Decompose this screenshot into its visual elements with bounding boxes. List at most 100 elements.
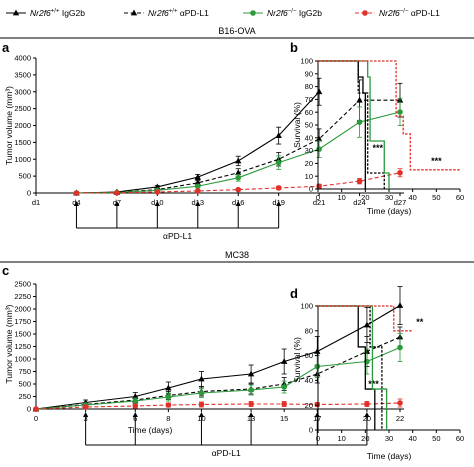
y-tick-label: 70 (305, 95, 313, 104)
treatment-label: αPD-L1 (163, 231, 192, 241)
x-tick-label: d24 (353, 198, 366, 207)
y-tick-label: 0 (27, 189, 31, 198)
x-axis-label: Time (days) (367, 451, 412, 461)
treatment-label: αPD-L1 (212, 448, 241, 458)
y-tick-label: 100 (300, 302, 313, 311)
x-tick-label: 40 (408, 193, 416, 202)
survival-curve-3 (318, 305, 413, 332)
data-point (194, 173, 201, 180)
y-tick-label: 3000 (14, 87, 31, 96)
series-2 (73, 98, 403, 196)
data-point (82, 404, 89, 410)
series-line-0 (35, 305, 401, 410)
data-point (194, 183, 201, 190)
x-tick-label: 22 (396, 414, 404, 423)
legend-marker-0 (12, 9, 20, 16)
series-1 (32, 326, 404, 412)
data-point (356, 96, 363, 103)
y-tick-label: 4000 (14, 54, 31, 63)
y-tick-label: 20 (305, 401, 313, 410)
significance-annotation: *** (431, 156, 442, 166)
y-tick-label: 50 (305, 121, 313, 130)
data-point (314, 401, 321, 408)
y-tick-label: 40 (305, 376, 313, 385)
data-point (248, 401, 254, 407)
data-point (198, 390, 205, 396)
x-tick-label: 40 (408, 434, 416, 443)
series-3 (33, 398, 403, 412)
data-point (314, 363, 321, 370)
series-line-1 (35, 336, 401, 410)
x-tick-label: 60 (456, 193, 464, 202)
data-point (275, 132, 282, 139)
x-tick-label: 8 (166, 414, 170, 423)
x-tick-label: 20 (361, 193, 369, 202)
y-tick-label: 1000 (14, 155, 31, 164)
y-tick-label: 60 (305, 351, 313, 360)
survival-curve-1 (318, 60, 385, 189)
legend-label-2: Nr2f6−/− IgG2b (267, 8, 322, 18)
data-point (165, 394, 172, 400)
data-point (275, 185, 282, 191)
x-tick-label: 10 (337, 193, 345, 202)
data-point (165, 402, 172, 408)
legend-label-treatment-2: IgG2b (296, 8, 322, 18)
legend-label-1: Nr2f6+/+ αPD-L1 (148, 8, 209, 18)
data-point (235, 169, 242, 176)
series-0 (73, 77, 323, 196)
survival-curve-2 (318, 60, 390, 189)
x-tick-label: 0 (34, 414, 38, 423)
legend-label-genotype-0: +/+ (51, 9, 60, 15)
legend-marker-2 (250, 10, 256, 16)
legend-label-gene-2: Nr2f6 (267, 8, 288, 18)
series-line-3 (76, 172, 401, 194)
x-tick-label: d21 (313, 198, 326, 207)
panel-letter: a (2, 40, 10, 55)
y-tick-label: 100 (300, 57, 313, 66)
significance-annotation: *** (372, 143, 383, 153)
legend: Nr2f6 +/+ IgG2b Nr2f6+/+ αPD-L1 Nr2f6−/− Ig… (6, 8, 440, 18)
survival-curve-2 (318, 305, 388, 430)
y-tick-label: 2250 (14, 292, 31, 301)
data-point (248, 387, 254, 393)
y-tick-label: 2500 (14, 280, 31, 289)
treatment-arrowhead (154, 201, 160, 206)
data-point (363, 321, 371, 328)
y-axis-label: Tumor volume (mm³) (4, 304, 14, 383)
panel-letter: b (290, 40, 298, 55)
y-axis-label: Survival (%) (292, 102, 302, 148)
legend-label-genotype-3: −/− (400, 9, 409, 15)
treatment-arrowhead (235, 201, 241, 206)
series-0 (32, 286, 404, 412)
data-point (316, 183, 322, 190)
x-tick-label: 30 (385, 434, 393, 443)
legend-marker-3 (362, 10, 368, 16)
data-point (235, 157, 242, 164)
data-point (114, 190, 120, 196)
y-tick-label: 2500 (14, 104, 31, 113)
x-tick-label: 60 (456, 434, 464, 443)
y-tick-label: 1000 (14, 355, 31, 364)
y-tick-label: 3500 (14, 70, 31, 79)
data-point (315, 88, 323, 95)
significance-annotation: ** (416, 317, 424, 327)
treatment-arrowhead (195, 201, 201, 206)
data-point (247, 370, 255, 377)
data-point (280, 358, 288, 364)
data-point (314, 348, 321, 354)
data-point (235, 175, 242, 181)
y-tick-label: 60 (305, 108, 313, 117)
data-point (165, 384, 172, 391)
y-tick-label: 500 (18, 380, 31, 389)
legend-label-treatment-1: αPD-L1 (177, 8, 209, 18)
y-tick-label: 750 (18, 367, 31, 376)
data-point (356, 119, 363, 125)
y-tick-label: 1500 (14, 138, 31, 147)
legend-label-3: Nr2f6−/− αPD-L1 (379, 8, 440, 18)
data-point (356, 178, 363, 184)
panel-b: b Survival (%) 0 10 20 30 40 50 60 70 80 90 100 0 10 20… (290, 40, 464, 216)
x-tick-label: 0 (316, 193, 320, 202)
data-point (154, 189, 161, 195)
